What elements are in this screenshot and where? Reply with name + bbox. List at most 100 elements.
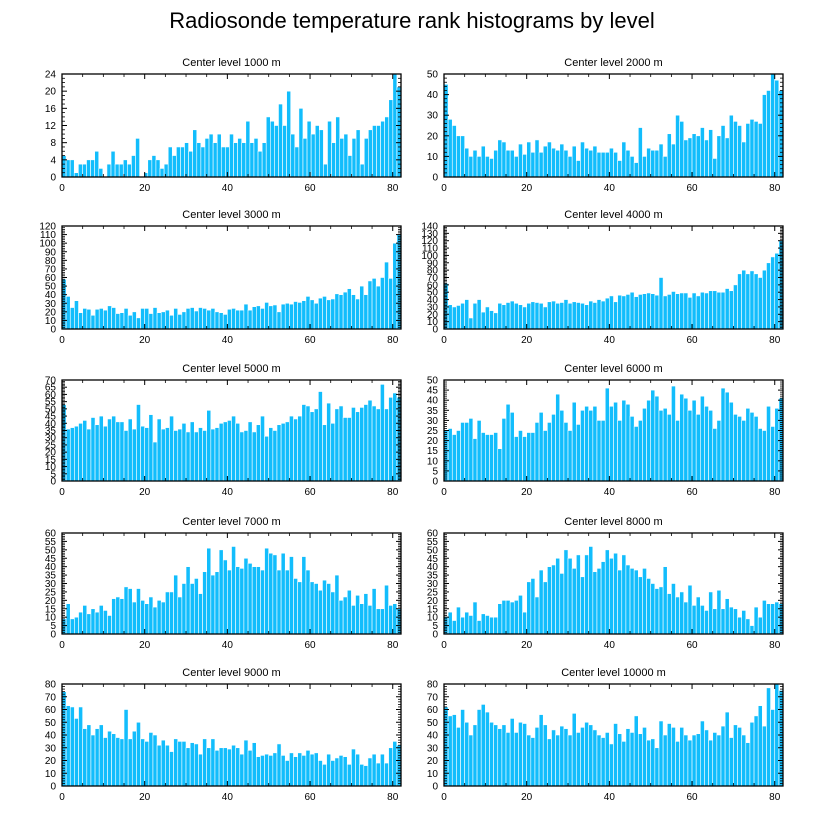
histogram-bar [650,149,656,178]
histogram-bar [147,159,153,178]
y-tick-label: 30 [427,743,439,754]
histogram-bar [355,129,361,178]
histogram-bar [456,135,461,178]
histogram-bar [617,294,623,330]
histogram-bar [704,729,709,787]
y-tick-label: 10 [427,613,439,624]
histogram-bar [318,297,323,330]
chart-panel-1: Center level 1000 m 0 4 8 12 16 20 24 0 20 40 60 80 [45,57,402,194]
histogram-bar [745,618,751,635]
histogram-bar [318,760,323,787]
histogram-bar [650,293,656,330]
histogram-bar [704,405,709,482]
histogram-bar [704,292,709,330]
histogram-bar [691,292,697,330]
histogram-bar [98,415,104,482]
y-tick-label: 60 [427,280,439,291]
histogram-bar [305,569,311,635]
histogram-bar [505,600,511,635]
histogram-bar [637,733,643,787]
histogram-bar [98,605,104,635]
histogram-bar [260,308,265,330]
histogram-bar [268,305,274,330]
histogram-bar [451,714,457,787]
histogram-bar [493,616,499,635]
histogram-bar [567,430,573,482]
histogram-bar [65,705,71,787]
histogram-bar [522,154,527,178]
histogram-bar [695,596,701,635]
y-tick-label: 45 [45,554,57,565]
histogram-bar [235,309,241,330]
histogram-bar [596,151,602,178]
histogram-bar [770,73,776,178]
histogram-bar [384,116,390,178]
x-tick-label: 0 [441,792,447,803]
histogram-bar [604,151,610,178]
histogram-bar [509,718,515,787]
histogram-bar [571,713,577,787]
histogram-bar [501,600,507,635]
histogram-bar [193,310,199,330]
histogram-bar [103,425,108,482]
histogram-bar [86,308,92,330]
histogram-bar [160,311,166,330]
histogram-bar [501,141,507,178]
histogram-bar [136,588,141,635]
panel-title: Center level 5000 m [182,363,280,375]
histogram-bar [264,753,270,787]
panel-title: Center level 10000 m [561,667,666,679]
histogram-bar [177,314,183,330]
histogram-bar [762,269,767,330]
histogram-bar [757,616,763,635]
histogram-bar [617,733,623,787]
x-tick-label: 40 [604,487,616,498]
histogram-bar [588,409,594,482]
histogram-bar [82,420,88,482]
histogram-bar [212,142,218,178]
histogram-bar [691,133,697,178]
histogram-bar [123,308,129,330]
histogram-bar [127,314,133,330]
histogram-bar [604,732,610,787]
y-tick-label: 45 [427,386,439,397]
histogram-bar [363,294,369,330]
histogram-bar [749,412,755,482]
histogram-bar [609,557,614,635]
histogram-bar [169,314,174,330]
x-tick-label: 60 [304,640,316,651]
histogram-bar [774,407,780,482]
histogram-bar [206,309,212,330]
histogram-bar [737,273,742,330]
histogram-bar [229,133,234,178]
histogram-bar [189,583,195,635]
histogram-bar [363,404,369,482]
histogram-bar [662,566,668,635]
histogram-bar [447,428,453,482]
histogram-bar [753,121,759,178]
histogram-bar [371,405,377,482]
histogram-bar [456,727,461,787]
histogram-bar [276,424,282,482]
histogram-bar [123,709,129,787]
histogram-bar [518,721,523,787]
x-tick-label: 20 [139,640,151,651]
histogram-bar [359,285,365,330]
histogram-bar [98,724,104,787]
histogram-bar [231,546,236,635]
chart-panel-3: Center level 3000 m010203040506070809010… [39,209,402,346]
histogram-bar [90,159,95,178]
histogram-bar [90,734,96,787]
histogram-bar [575,160,581,178]
histogram-bar [650,583,656,635]
histogram-bar [588,149,594,178]
histogram-bar [305,296,311,330]
plot-frame [443,73,784,178]
histogram-bar [115,596,121,635]
histogram-bar [260,415,265,482]
histogram-bar [289,556,294,635]
histogram-bar [388,278,394,330]
histogram-bar [666,723,672,787]
y-tick-label: 60 [45,390,57,401]
histogram-bar [534,727,540,787]
